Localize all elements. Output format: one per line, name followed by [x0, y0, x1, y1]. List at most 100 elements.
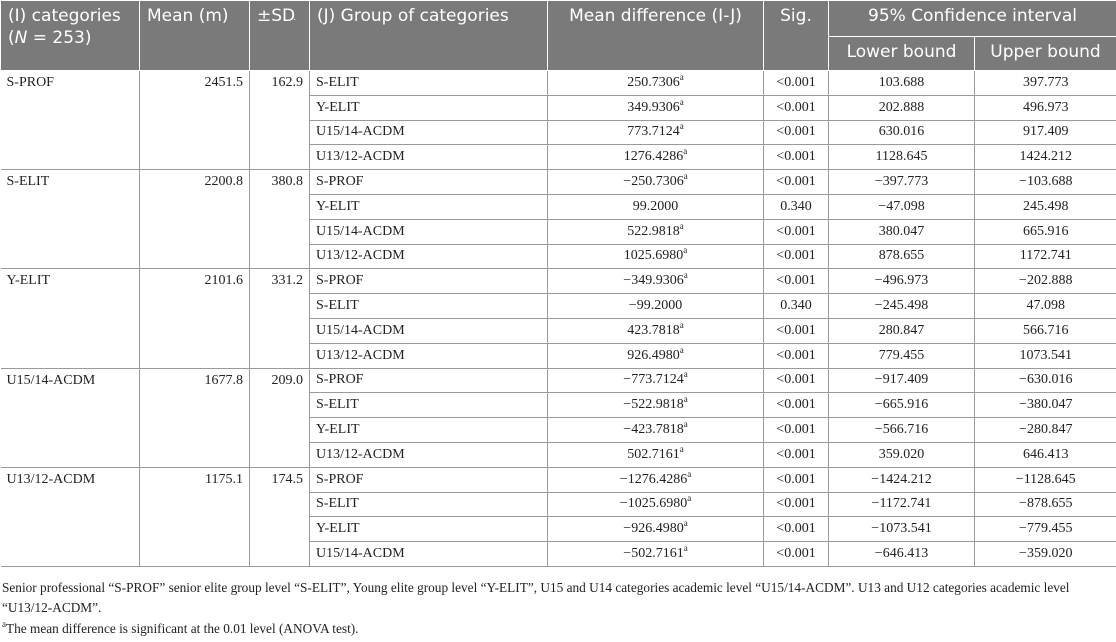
significance-marker: a — [683, 369, 688, 380]
mean-difference-value: 250.7306 — [627, 74, 680, 90]
category-cell: U13/12-ACDM — [0, 466, 140, 567]
category-cell: S-ELIT — [0, 169, 140, 270]
header-j-group: (J) Group of categories — [309, 0, 548, 71]
mean-difference-cell: 926.4980a — [547, 342, 764, 369]
table-row: S-ELIT −99.2000 0.340 −245.498 47.098 — [1, 293, 1116, 319]
significance-marker: a — [679, 344, 684, 355]
upper-bound-cell: −280.847 — [974, 417, 1116, 443]
comparison-group-cell: U13/12-ACDM — [309, 144, 548, 171]
mean-difference-value: −773.7124 — [623, 372, 684, 388]
mean-difference-cell: 423.7818a — [547, 317, 764, 344]
lower-bound-cell: −1172.741 — [828, 491, 975, 518]
sig-cell: <0.001 — [763, 466, 829, 493]
comparison-group-cell: Y-ELIT — [309, 193, 548, 220]
upper-bound-cell: −1128.645 — [974, 466, 1116, 493]
mean-difference-value: −349.9306 — [623, 273, 684, 289]
upper-bound-cell: 1073.541 — [974, 342, 1116, 369]
mean-difference-cell: 1025.6980a — [547, 243, 764, 270]
header-upper-bound: Upper bound — [974, 36, 1116, 71]
significance-marker: a — [683, 394, 688, 405]
upper-bound-cell: 245.498 — [974, 193, 1116, 220]
upper-bound-cell: −380.047 — [974, 392, 1116, 419]
lower-bound-cell: −646.413 — [828, 541, 975, 567]
significance-marker: a — [683, 270, 688, 281]
mean-cell: 1175.1 — [139, 466, 250, 567]
significance-marker: a — [683, 419, 688, 430]
mean-difference-value: −423.7818 — [623, 422, 684, 438]
comparison-group-cell: S-PROF — [309, 466, 548, 493]
comparison-group-cell: U13/12-ACDM — [309, 243, 548, 270]
mean-difference-cell: 773.7124a — [547, 119, 764, 146]
mean-difference-value: −522.9818 — [623, 397, 684, 413]
lower-bound-cell: −665.916 — [828, 392, 975, 419]
sig-cell: <0.001 — [763, 268, 829, 295]
sig-cell: <0.001 — [763, 218, 829, 245]
significance-marker: a — [683, 171, 688, 182]
mean-difference-value: 926.4980 — [627, 347, 680, 363]
header-i-n-prefix: ( — [8, 28, 15, 48]
table-row: U13/12-ACDM 1276.4286a <0.001 1128.645 1424.… — [1, 144, 1116, 171]
upper-bound-cell: 496.973 — [974, 94, 1116, 121]
sig-cell: 0.340 — [763, 293, 829, 319]
upper-bound-cell: −630.016 — [974, 367, 1116, 394]
header-sd: ±SD — [249, 0, 310, 71]
header-i-categories: (I) categories (N = 253) — [0, 0, 140, 71]
mean-cell: 2101.6 — [139, 268, 250, 369]
significance-marker: a — [687, 468, 692, 479]
sig-cell: <0.001 — [763, 70, 829, 96]
significance-marker: a — [683, 245, 688, 256]
upper-bound-cell: −779.455 — [974, 516, 1116, 543]
table-row: Y-ELIT 2101.6 331.2 S-PROF −349.9306a <0.001−… — [0, 268, 1116, 369]
lower-bound-cell: 1128.645 — [828, 144, 975, 171]
sig-cell: <0.001 — [763, 119, 829, 146]
table-row: S-PROF 2451.5 162.9 S-ELIT 250.7306a <0.001 10… — [0, 69, 1116, 171]
header-row: (I) categories (N = 253) Mean (m) ±SD (J… — [0, 0, 1116, 71]
mean-difference-cell: 1276.4286a — [547, 144, 764, 171]
significance-marker: a — [679, 71, 684, 82]
lower-bound-cell: 779.455 — [828, 342, 975, 369]
sig-cell: <0.001 — [763, 169, 829, 195]
lower-bound-cell: −1073.541 — [828, 516, 975, 543]
lower-bound-cell: −245.498 — [828, 293, 975, 319]
upper-bound-cell: 1424.212 — [974, 144, 1116, 171]
comparison-group-cell: S-PROF — [309, 169, 548, 195]
lower-bound-cell: 359.020 — [828, 441, 975, 468]
table-row: S-ELIT 2200.8 380.8 S-PROF −250.7306a <0.001−… — [0, 169, 1116, 270]
comparison-group-cell: S-PROF — [309, 268, 548, 295]
table-row: U15/14-ACDM 522.9818a <0.001 380.047 665.916 — [1, 218, 1116, 245]
lower-bound-cell: −1424.212 — [828, 466, 975, 493]
significance-marker: a — [687, 493, 692, 504]
significance-marker: a — [683, 146, 688, 157]
mean-difference-cell: 502.7161a — [547, 441, 764, 468]
mean-difference-cell: −926.4980a — [547, 516, 764, 543]
upper-bound-cell: 665.916 — [974, 218, 1116, 245]
mean-cell: 2200.8 — [139, 169, 250, 270]
mean-difference-value: 502.7161 — [627, 446, 680, 462]
lower-bound-cell: −397.773 — [828, 169, 975, 195]
mean-difference-value: 522.9818 — [627, 223, 680, 239]
sd-cell: 174.5 — [249, 466, 310, 567]
comparison-group-cell: U15/14-ACDM — [309, 541, 548, 567]
mean-difference-cell: −1025.6980a — [547, 491, 764, 518]
sig-cell: <0.001 — [763, 541, 829, 567]
header-subrow: Lower bound Upper bound — [1, 36, 1116, 71]
comparison-group-cell: S-PROF — [309, 367, 548, 394]
mean-difference-cell: 99.2000 — [547, 193, 764, 220]
lower-bound-cell: 630.016 — [828, 119, 975, 146]
mean-difference-cell: −423.7818a — [547, 417, 764, 443]
lower-bound-cell: 380.047 — [828, 218, 975, 245]
abbreviation-note: Senior professional “S-PROF” senior elit… — [2, 579, 1070, 615]
sig-cell: <0.001 — [763, 144, 829, 171]
table-row: U13/12-ACDM 1175.1 174.5 S-PROF −1276.4286a <… — [0, 466, 1116, 567]
header-confidence-interval: 95% Confidence interval — [828, 0, 1116, 37]
sig-cell: <0.001 — [763, 317, 829, 344]
mean-difference-value: 423.7818 — [627, 322, 680, 338]
sd-cell: 209.0 — [249, 367, 310, 468]
significance-marker: a — [679, 121, 684, 132]
category-cell: Y-ELIT — [0, 268, 140, 369]
upper-bound-cell: −878.655 — [974, 491, 1116, 518]
mean-difference-cell: 349.9306a — [547, 94, 764, 121]
mean-difference-value: −926.4980 — [623, 521, 684, 537]
mean-difference-value: 99.2000 — [632, 198, 679, 214]
